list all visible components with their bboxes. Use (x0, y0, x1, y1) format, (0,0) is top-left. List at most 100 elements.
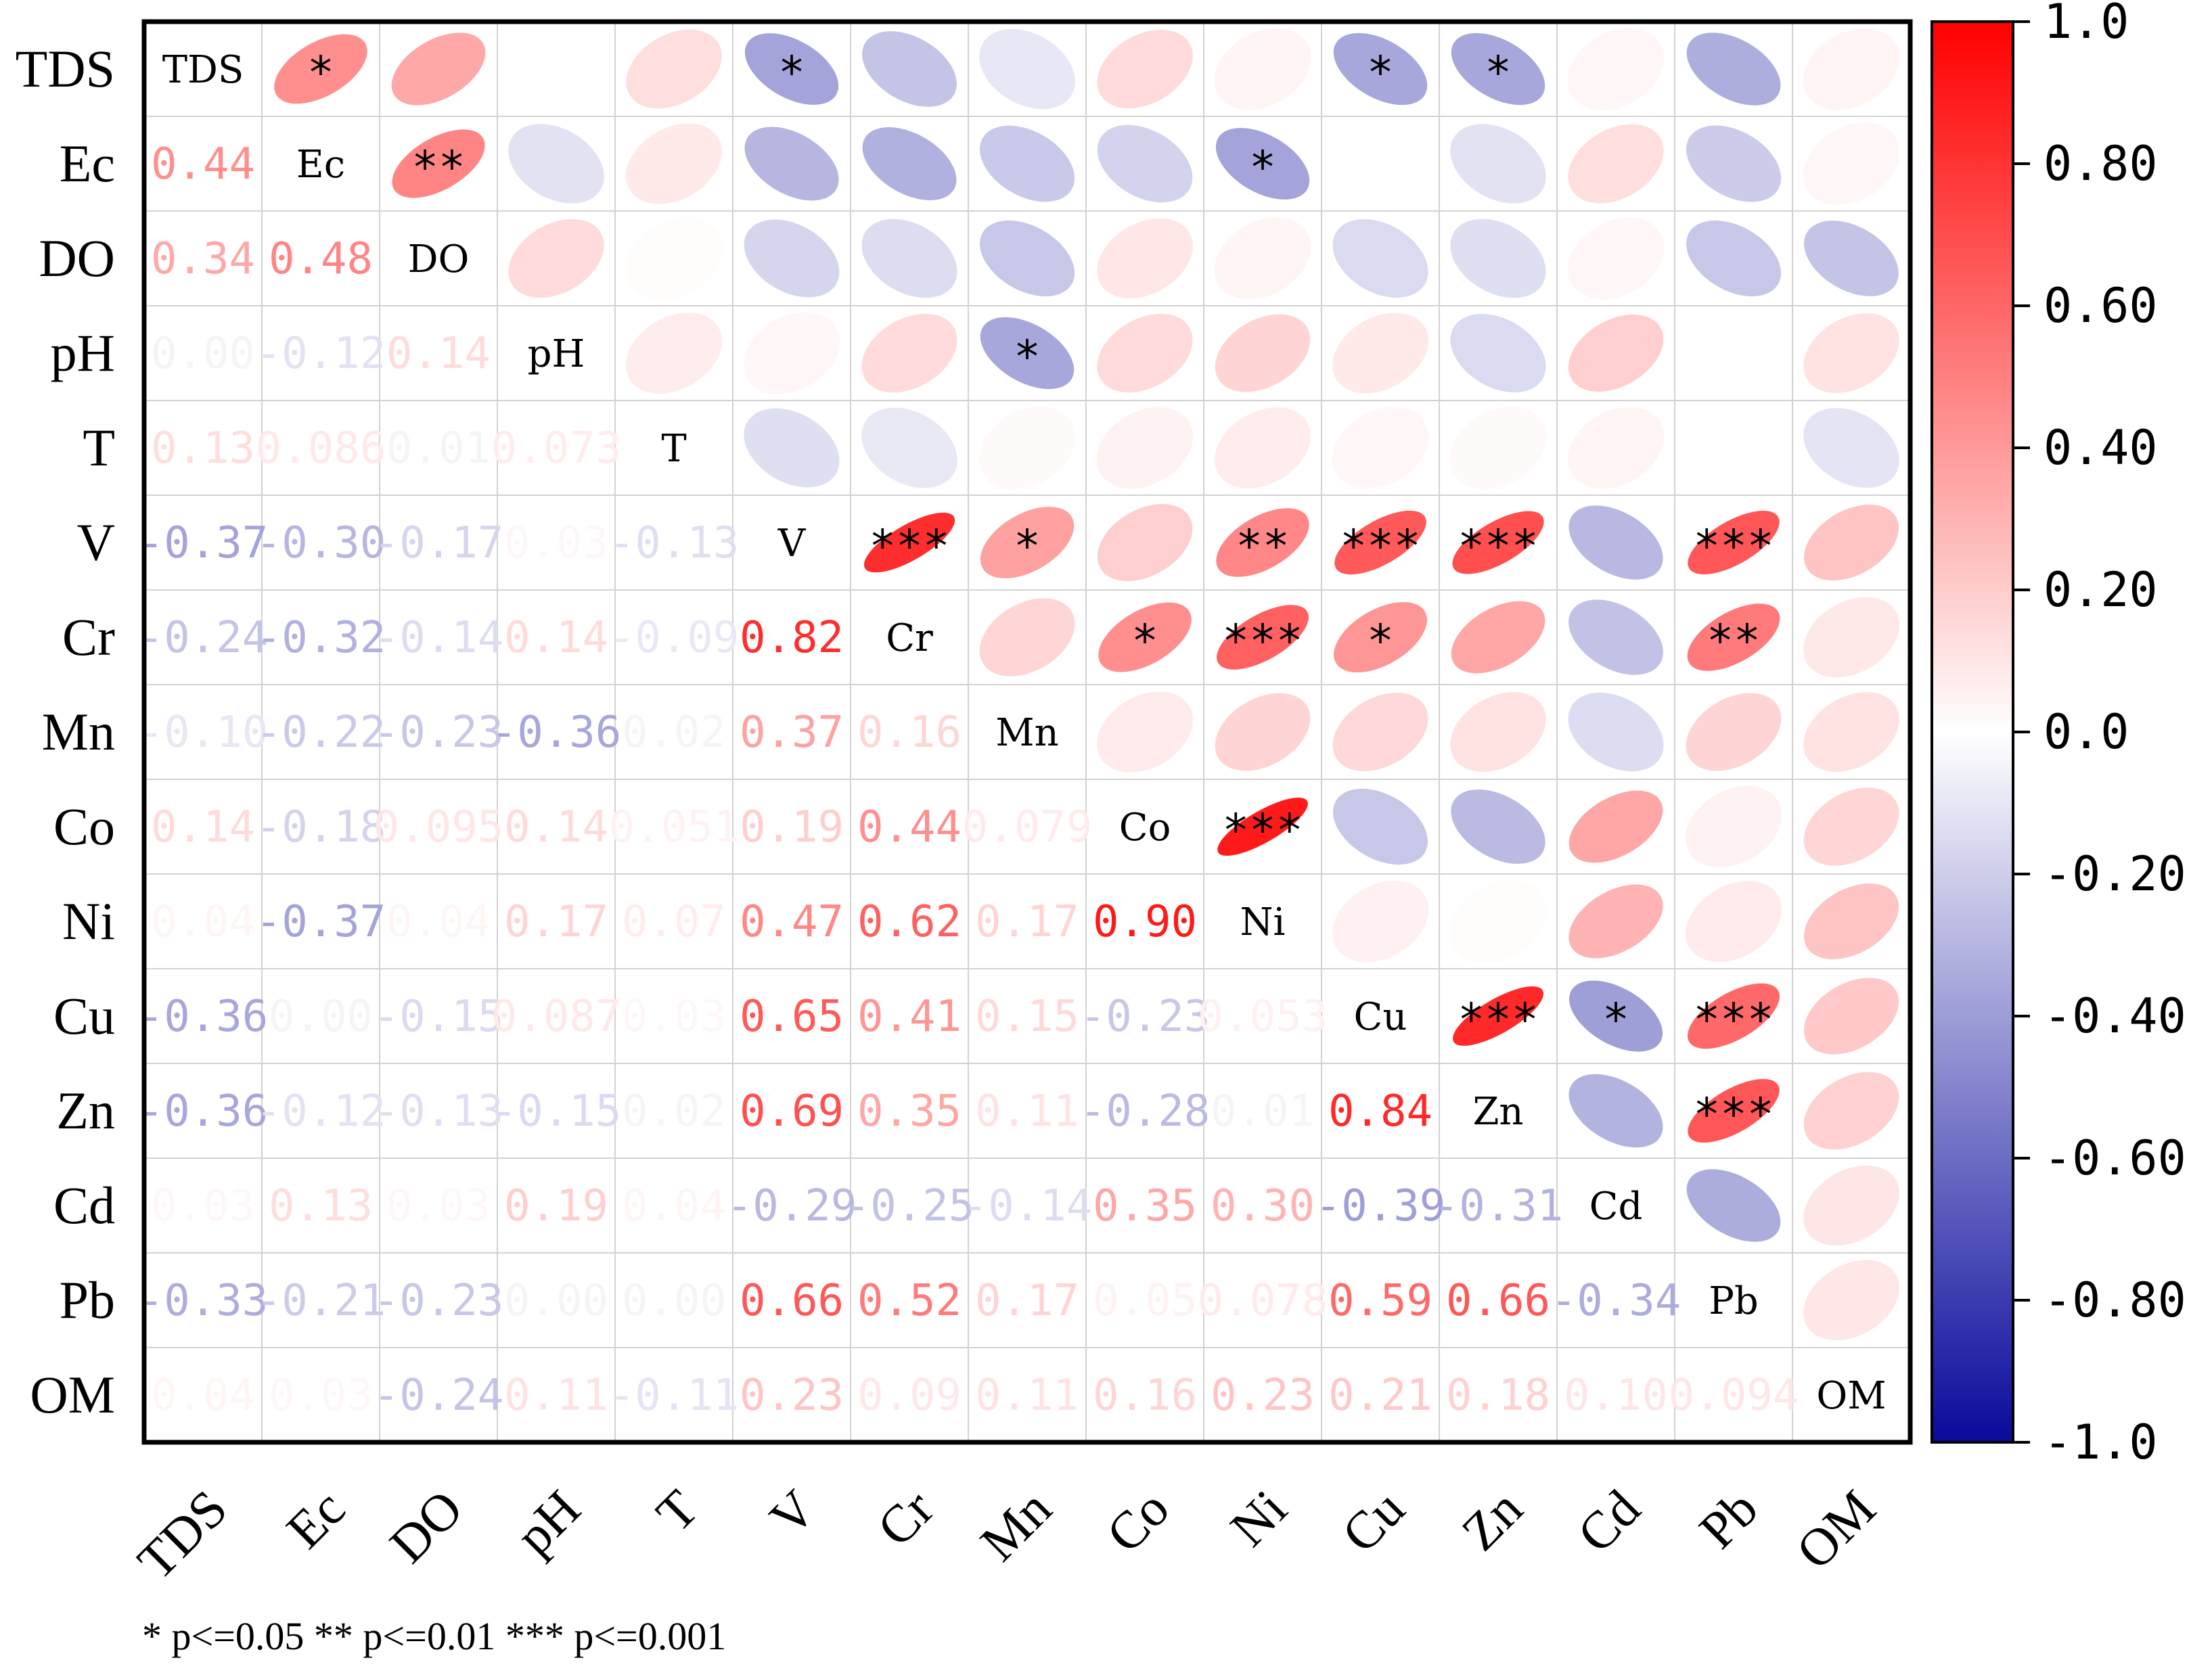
correlation-value: 0.23 (740, 1371, 844, 1421)
colorbar-tick-label: 0.0 (2044, 704, 2129, 760)
y-axis-labels: TDS Ec DO pH TV Cr Mn Co Ni Cu Zn Cd Pb OM (16, 39, 115, 1424)
significance-mark: *** (1458, 994, 1538, 1046)
correlation-ellipse (862, 31, 957, 107)
correlation-ellipse (1216, 508, 1309, 577)
correlation-value: 0.073 (491, 423, 622, 474)
significance-mark: * (307, 47, 334, 99)
correlation-ellipse (625, 216, 723, 300)
colorbar: 1.0 0.80 0.60 0.40 0.20 0.0 -0.20 -0.40 -0.60 -0.… (1931, 0, 2186, 1470)
correlation-ellipse (1217, 797, 1308, 856)
correlation-value: -0.31 (1433, 1181, 1564, 1231)
correlation-value: -0.23 (374, 1276, 504, 1326)
correlation-ellipse (1688, 1078, 1780, 1143)
correlation-value: -0.13 (374, 1086, 504, 1137)
correlation-ellipse (980, 317, 1075, 390)
correlation-ellipse (1450, 692, 1546, 772)
correlation-value: 0.47 (740, 897, 844, 947)
correlation-value: 0.04 (386, 897, 491, 947)
correlation-ellipse (1803, 1260, 1899, 1341)
x-tick-label: TDS (126, 1479, 238, 1591)
correlation-ellipse (1450, 314, 1546, 392)
diagonal-label: pH (528, 332, 585, 376)
correlation-value: -0.09 (609, 613, 740, 663)
colorbar-tick-label: 0.80 (2044, 136, 2158, 191)
correlation-ellipse (1568, 1074, 1663, 1148)
correlation-value: 0.00 (269, 992, 373, 1042)
correlation-ellipse (1568, 124, 1664, 204)
x-tick-label: Mn (969, 1479, 1062, 1572)
correlation-ellipse (1568, 314, 1664, 392)
x-tick-label: Ni (1219, 1479, 1298, 1558)
correlation-value: 0.086 (256, 423, 386, 474)
significance-mark: *** (1340, 520, 1420, 572)
y-tick-label: Ni (62, 892, 115, 950)
correlation-value: -0.28 (1080, 1086, 1211, 1137)
diagonal-label: Cu (1354, 995, 1407, 1039)
correlation-value: -0.39 (1315, 1181, 1446, 1231)
correlation-ellipse (1332, 880, 1429, 963)
correlation-value: -0.24 (138, 613, 269, 663)
x-tick-label: Cr (865, 1478, 945, 1557)
correlation-ellipse (1452, 986, 1544, 1046)
correlation-ellipse (1215, 314, 1311, 392)
x-tick-label: OM (1785, 1479, 1887, 1580)
correlation-ellipse (1451, 601, 1545, 674)
correlation-value: -0.14 (374, 613, 504, 663)
correlation-ellipse (1452, 511, 1544, 574)
correlation-value: -0.23 (1080, 992, 1211, 1042)
x-tick-label: Pb (1688, 1479, 1769, 1560)
correlation-value: -0.32 (256, 613, 386, 663)
diagonal-label: T (661, 427, 686, 471)
colorbar-gradient (1931, 20, 2014, 1444)
correlation-value: -0.22 (256, 708, 386, 758)
correlation-value: 0.01 (1211, 1086, 1315, 1137)
correlation-ellipse (1567, 217, 1665, 300)
correlation-value: 0.087 (491, 992, 622, 1042)
correlation-value: 0.04 (151, 1371, 255, 1421)
diagonal-label: Ec (296, 143, 345, 187)
colorbar-tick-label: -1.0 (2044, 1415, 2158, 1470)
correlation-ellipse (1804, 883, 1899, 960)
correlation-value: -0.36 (138, 1086, 269, 1137)
correlation-ellipse (625, 313, 723, 394)
correlation-value: 0.17 (504, 897, 608, 947)
correlation-value: -0.36 (138, 992, 269, 1042)
y-tick-label: Cr (62, 607, 115, 666)
significance-mark: *** (869, 520, 949, 572)
correlation-value: 0.04 (151, 897, 255, 947)
correlation-ellipse (1803, 1072, 1899, 1150)
correlation-value: 0.90 (1093, 897, 1197, 947)
correlation-value: 0.59 (1328, 1276, 1432, 1326)
correlation-ellipse (744, 33, 839, 105)
correlation-value: -0.24 (374, 1371, 504, 1421)
diagonal-label: TDS (162, 48, 244, 92)
x-tick-label: Co (1095, 1479, 1180, 1564)
y-tick-label: TDS (16, 39, 115, 98)
correlation-ellipse (1098, 602, 1192, 672)
correlation-ellipse (1568, 599, 1663, 675)
correlation-ellipse (1215, 693, 1311, 771)
y-tick-label: Mn (42, 702, 115, 761)
correlation-value: 0.051 (609, 802, 740, 852)
correlation-value: -0.30 (256, 518, 386, 568)
correlation-ellipse (1332, 313, 1428, 394)
correlation-ellipse (507, 27, 605, 111)
correlation-ellipse (391, 32, 486, 106)
y-tick-label: OM (30, 1365, 115, 1424)
x-tick-label: V (759, 1479, 827, 1547)
correlation-ellipse (980, 220, 1075, 297)
x-tick-label: pH (504, 1479, 591, 1566)
y-tick-label: Ec (60, 134, 115, 193)
correlation-ellipse (1685, 406, 1782, 490)
correlation-ellipse (1451, 32, 1545, 106)
correlation-ellipse (1333, 788, 1428, 865)
correlation-value: 0.84 (1328, 1086, 1432, 1137)
correlation-ellipse (1803, 313, 1899, 393)
correlation-value: 0.14 (504, 613, 608, 663)
correlation-value: 0.82 (740, 613, 844, 663)
correlation-ellipse (1215, 128, 1310, 200)
correlation-ellipse (1685, 311, 1782, 395)
correlation-value: -0.13 (609, 518, 740, 568)
correlation-ellipse (1214, 28, 1311, 110)
correlation-value: 0.44 (151, 139, 255, 189)
